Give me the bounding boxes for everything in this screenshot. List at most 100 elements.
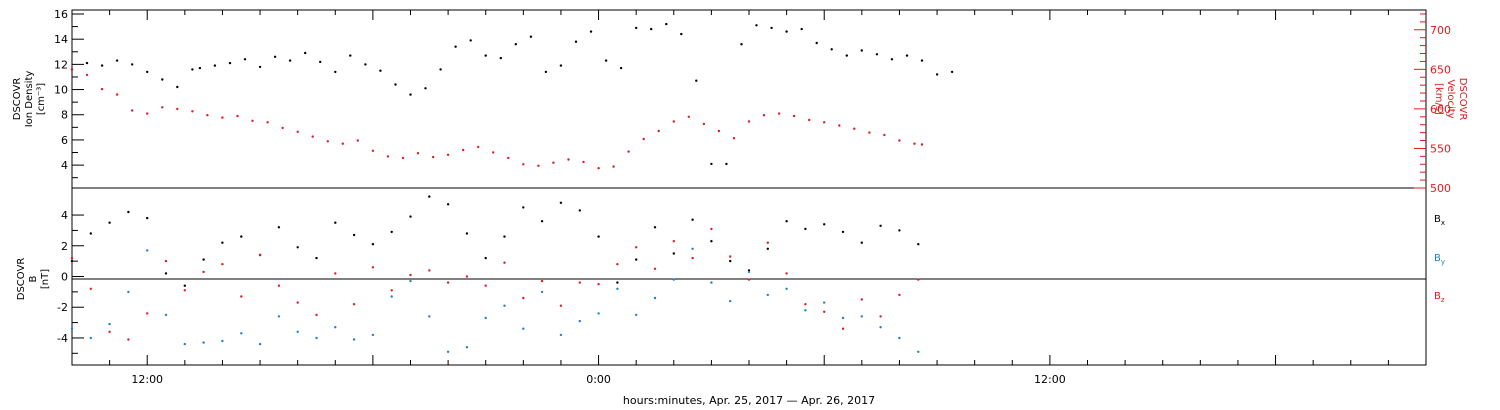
ion-density-point xyxy=(161,78,164,81)
bx-point xyxy=(691,218,694,221)
ion-density-point xyxy=(905,54,909,57)
velocity-point xyxy=(672,120,675,123)
bx-point xyxy=(428,195,431,198)
velocity-point xyxy=(341,142,344,145)
ion-density-point xyxy=(845,54,848,57)
bz-point xyxy=(371,266,375,269)
legend-bz-label: B xyxy=(1434,291,1441,302)
bz-point xyxy=(898,293,901,297)
bx-point xyxy=(465,232,469,235)
bfield-tick-label: 2 xyxy=(61,240,68,253)
bx-point xyxy=(898,229,901,232)
by-point xyxy=(860,315,863,318)
density-tick-label: 12 xyxy=(54,58,68,71)
by-point xyxy=(352,338,356,341)
bx-point xyxy=(221,241,224,244)
velocity-point xyxy=(838,124,841,127)
by-point xyxy=(785,287,788,290)
bfield-tick-label: 0 xyxy=(61,271,68,284)
bz-point xyxy=(559,304,563,307)
velocity-point xyxy=(657,129,660,133)
density-tick-label: 8 xyxy=(61,109,68,122)
velocity-point xyxy=(567,158,570,161)
ion-density-point xyxy=(213,64,217,67)
bz-point xyxy=(108,330,111,333)
bz-point xyxy=(729,255,732,258)
velocity-point xyxy=(627,150,630,153)
by-point xyxy=(277,315,281,318)
ion-density-point xyxy=(288,59,292,62)
by-point xyxy=(409,279,412,283)
ion-density-point xyxy=(484,54,487,57)
bz-point xyxy=(616,263,619,266)
legend-by-sub: y xyxy=(1441,258,1445,266)
ion-density-point xyxy=(131,63,134,66)
velocity-point xyxy=(868,131,871,134)
by-point xyxy=(296,330,299,333)
velocity-point xyxy=(191,110,194,113)
ion-density-point xyxy=(740,43,743,46)
velocity-axis-unit: [km/s] xyxy=(1433,83,1444,115)
bz-point xyxy=(879,315,882,318)
bz-point xyxy=(691,256,694,260)
velocity-axis-title-line2: Velocity xyxy=(1445,79,1456,118)
bfield-axis-title: DSCOVR B [nT] xyxy=(16,258,51,301)
velocity-point xyxy=(792,114,796,118)
velocity-point xyxy=(85,73,89,77)
by-point xyxy=(823,301,826,304)
bx-point xyxy=(371,243,375,246)
by-point xyxy=(390,295,393,298)
legend-by: By xyxy=(1434,253,1445,266)
density-tick-label: 16 xyxy=(54,8,68,21)
bz-point xyxy=(635,246,638,249)
ion-density-point xyxy=(830,48,833,51)
density-axis-title-line1: DSCOVR xyxy=(12,78,23,121)
bx-point xyxy=(108,221,111,224)
ion-density-point xyxy=(304,51,307,55)
bz-point xyxy=(334,272,337,275)
ion-density-point xyxy=(258,65,262,69)
by-point xyxy=(183,342,186,346)
bz-point xyxy=(917,278,920,281)
density-tick-label: 6 xyxy=(61,134,68,147)
bz-point xyxy=(240,295,243,298)
ion-density-point xyxy=(800,27,803,31)
velocity-point xyxy=(777,112,781,115)
bx-point xyxy=(352,233,356,237)
by-point xyxy=(729,299,732,303)
bx-point xyxy=(522,206,525,209)
data-points xyxy=(70,22,954,353)
bz-point xyxy=(841,327,845,330)
by-point xyxy=(710,281,713,284)
ion-density-point xyxy=(635,26,638,30)
density-axis-title: DSCOVR Ion Density [cm⁻³] xyxy=(12,71,47,128)
by-point xyxy=(108,322,111,326)
bx-point xyxy=(578,209,581,212)
by-point xyxy=(672,278,675,281)
velocity-tick-label: 500 xyxy=(1430,182,1451,195)
by-point xyxy=(559,333,563,337)
bx-point xyxy=(804,227,807,231)
bx-point xyxy=(841,230,845,234)
bz-point xyxy=(202,270,205,274)
ion-density-point xyxy=(950,70,954,74)
bx-point xyxy=(202,258,205,261)
ion-density-point xyxy=(176,85,179,89)
by-point xyxy=(540,290,544,294)
velocity-point xyxy=(431,155,435,159)
bx-point xyxy=(446,203,450,206)
by-point xyxy=(334,326,337,329)
density-tick-label: 14 xyxy=(54,33,68,46)
velocity-point xyxy=(732,137,736,140)
bx-point xyxy=(503,235,506,238)
ion-density-point xyxy=(755,24,758,27)
velocity-point xyxy=(386,155,390,158)
bz-point xyxy=(710,227,713,231)
bfield-tick-label: -2 xyxy=(57,301,68,314)
by-point xyxy=(522,327,525,330)
density-axis-title-line2: Ion Density xyxy=(24,71,35,128)
bx-point xyxy=(860,241,863,244)
bz-point xyxy=(277,284,281,287)
ion-density-point xyxy=(785,30,788,33)
